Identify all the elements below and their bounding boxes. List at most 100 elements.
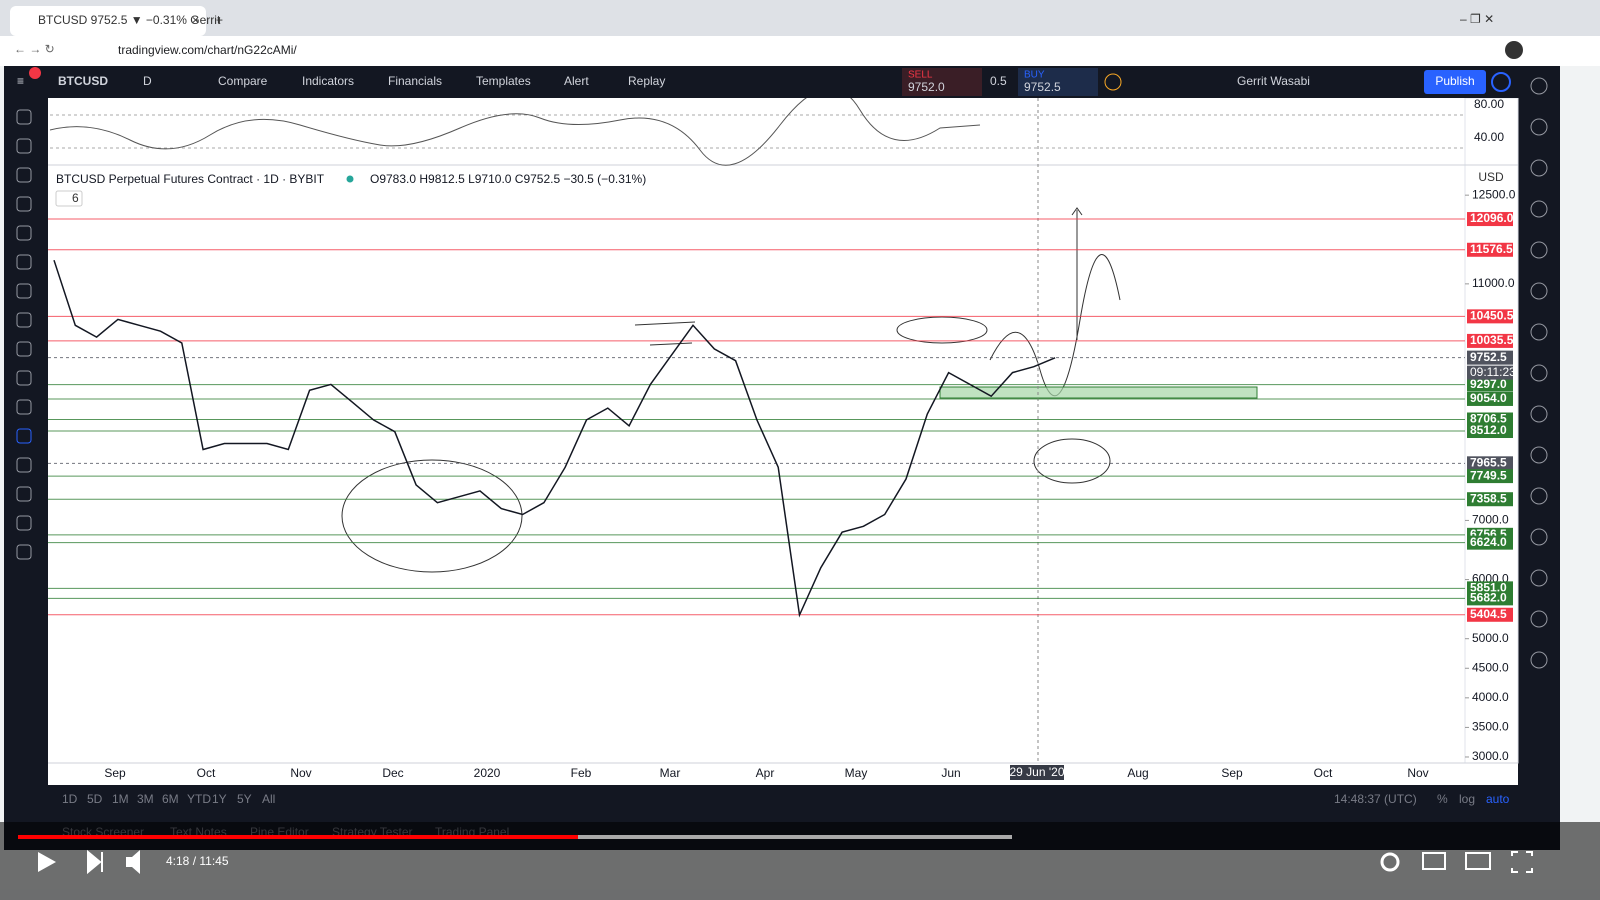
url[interactable]: tradingview.com/chart/nG22cAMi/	[118, 43, 297, 57]
y-tick-label: 12500.0	[1472, 187, 1516, 201]
clock: 14:48:37 (UTC)	[1334, 792, 1417, 806]
tool-icon[interactable]	[16, 283, 32, 299]
profile[interactable]	[1505, 41, 1523, 59]
sidebar-icon[interactable]	[1530, 364, 1548, 382]
tool-icon[interactable]	[16, 312, 32, 328]
x-tick-label: Sep	[1221, 766, 1243, 780]
level-label-box	[1467, 333, 1513, 348]
toolbar-button[interactable]: Templates	[476, 74, 531, 88]
sell-button[interactable]	[902, 68, 982, 96]
range-button[interactable]: 6M	[162, 792, 179, 806]
interval[interactable]: D	[143, 74, 152, 88]
menu[interactable]: ≡	[17, 74, 24, 88]
replay-icon[interactable]	[1491, 72, 1511, 92]
chart-area	[48, 98, 1518, 785]
tool-icon[interactable]	[16, 544, 32, 560]
percent-toggle[interactable]: %	[1437, 792, 1448, 806]
range-button[interactable]: 3M	[137, 792, 154, 806]
sidebar-icon[interactable]	[1530, 569, 1548, 587]
indicator-toggle[interactable]	[55, 190, 83, 207]
sidebar-icon[interactable]	[1530, 282, 1548, 300]
level-label: 7965.5	[1470, 455, 1507, 469]
auto-toggle[interactable]: auto	[1486, 792, 1510, 806]
fullscreen-button[interactable]	[1511, 851, 1533, 873]
sidebar-icon[interactable]	[1530, 528, 1548, 546]
toolbar-button[interactable]: Indicators	[302, 74, 354, 88]
x-tick-label: 2020	[474, 766, 501, 780]
new-tab[interactable]: +	[216, 13, 223, 27]
range-button[interactable]: 5Y	[237, 792, 252, 806]
level-label-box	[1467, 350, 1513, 365]
tool-icon[interactable]	[16, 486, 32, 502]
window-controls[interactable]: – ❐ ✕	[1460, 12, 1494, 26]
level-label: 9752.5	[1470, 350, 1507, 364]
sidebar-icon[interactable]	[1530, 405, 1548, 423]
info-icon[interactable]	[1104, 73, 1122, 91]
drawing-arrow	[1071, 207, 1083, 340]
next-button[interactable]	[87, 849, 103, 875]
sidebar-icon[interactable]	[1530, 200, 1548, 218]
sidebar-icon[interactable]	[1530, 159, 1548, 177]
level-label: 8512.0	[1470, 423, 1507, 437]
sidebar-icon[interactable]	[1530, 610, 1548, 628]
settings-button[interactable]	[1380, 852, 1400, 872]
miniplayer-button[interactable]	[1422, 852, 1446, 870]
sidebar-icon[interactable]	[1530, 77, 1548, 95]
volume-button[interactable]	[126, 850, 140, 874]
sidebar-icon[interactable]	[1530, 241, 1548, 259]
level-label: 11576.5	[1470, 242, 1513, 256]
level-label-box	[1467, 469, 1513, 484]
sidebar-icon[interactable]	[1530, 118, 1548, 136]
range-button[interactable]: 1Y	[212, 792, 227, 806]
tool-icon[interactable]	[16, 457, 32, 473]
tool-icon[interactable]	[16, 370, 32, 386]
tool-icon[interactable]	[16, 167, 32, 183]
range-button[interactable]: 1D	[62, 792, 78, 806]
sidebar-icon[interactable]	[1530, 487, 1548, 505]
indicator-count: 6	[72, 191, 79, 205]
countdown: 09:11:23	[1470, 365, 1516, 379]
tool-icon[interactable]	[16, 109, 32, 125]
tool-icon[interactable]	[16, 138, 32, 154]
tool-icon[interactable]	[16, 515, 32, 531]
nav-buttons[interactable]: ← → ↻	[14, 42, 55, 56]
sidebar-icon[interactable]	[1530, 446, 1548, 464]
level-label: 5851.0	[1470, 581, 1507, 595]
tool-icon[interactable]	[16, 341, 32, 357]
sidebar-icon[interactable]	[1530, 651, 1548, 669]
level-label-box	[1467, 242, 1513, 257]
toolbar-button[interactable]: Replay	[628, 74, 665, 88]
tool-icon[interactable]	[16, 428, 32, 444]
buy-button[interactable]	[1018, 68, 1098, 96]
range-button[interactable]: All	[262, 792, 275, 806]
tool-icon[interactable]	[16, 196, 32, 212]
x-tick-label: Jun	[941, 766, 960, 780]
range-button[interactable]: 5D	[87, 792, 103, 806]
layout-name[interactable]: Gerrit Wasabi	[1237, 74, 1310, 88]
theater-button[interactable]	[1465, 852, 1491, 870]
x-tick-label: Mar	[660, 766, 681, 780]
tool-icon[interactable]	[16, 399, 32, 415]
progress-bar[interactable]	[18, 835, 578, 839]
sidebar-icon[interactable]	[1530, 323, 1548, 341]
range-button[interactable]: 1M	[112, 792, 129, 806]
price-line	[53, 259, 1056, 618]
range-button[interactable]: YTD	[187, 792, 211, 806]
log-toggle[interactable]: log	[1459, 792, 1475, 806]
publish-button[interactable]	[1424, 70, 1486, 94]
video-overlay	[0, 822, 1600, 900]
y-tick-label: 5000.0	[1472, 631, 1509, 645]
level-label-box	[1467, 377, 1513, 392]
tool-icon[interactable]	[16, 225, 32, 241]
drawing-arrow	[634, 321, 696, 346]
tool-icon[interactable]	[16, 254, 32, 270]
play-button[interactable]	[38, 852, 56, 872]
toolbar-button[interactable]: Financials	[388, 74, 442, 88]
toolbar-button[interactable]: Compare	[218, 74, 268, 88]
tab[interactable]	[10, 6, 206, 36]
symbol[interactable]: BTCUSD	[58, 74, 108, 88]
level-label-box	[1467, 212, 1513, 227]
tab-close[interactable]: ×	[192, 13, 199, 27]
x-tick-label: Sep	[104, 766, 126, 780]
toolbar-button[interactable]: Alert	[564, 74, 589, 88]
